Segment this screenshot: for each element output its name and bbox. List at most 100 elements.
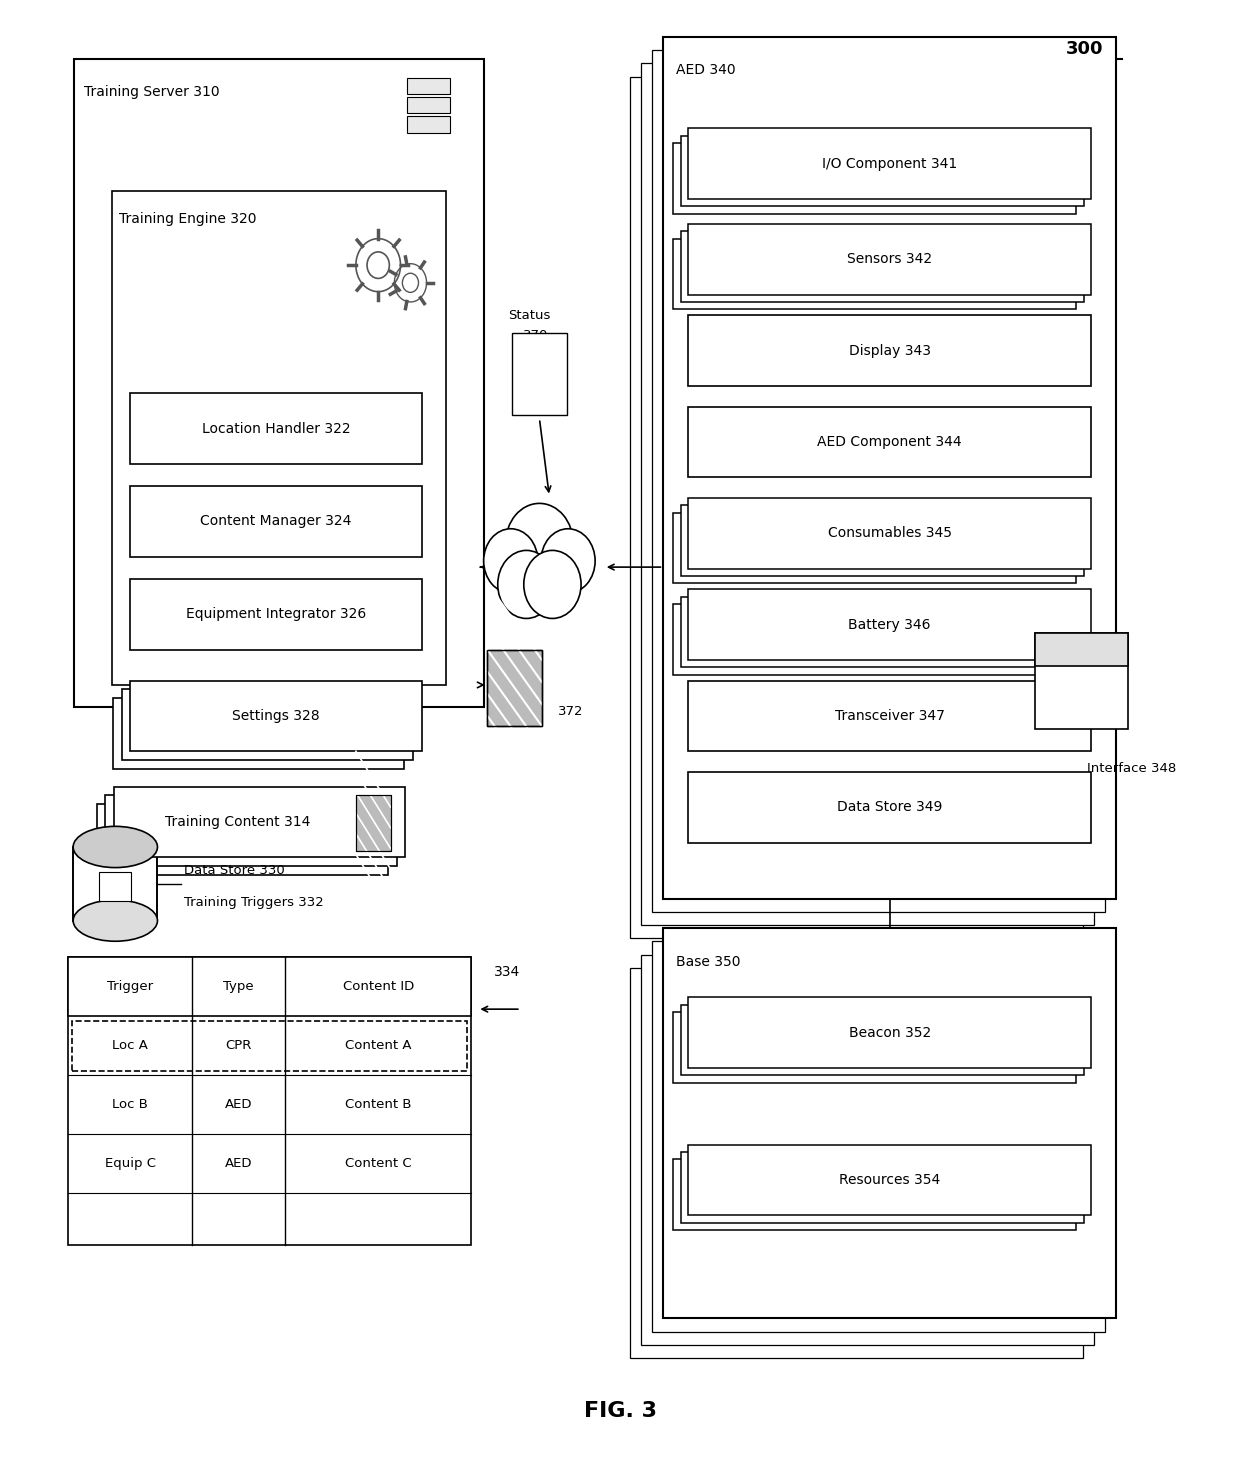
FancyBboxPatch shape [652,941,1105,1332]
FancyBboxPatch shape [630,968,1083,1358]
FancyBboxPatch shape [673,604,1076,675]
Text: Base 350: Base 350 [676,955,740,969]
Text: AED 340: AED 340 [676,63,735,78]
Circle shape [484,529,538,594]
FancyBboxPatch shape [688,407,1091,477]
FancyBboxPatch shape [74,59,484,707]
FancyBboxPatch shape [688,315,1091,386]
Text: 380: 380 [527,554,552,566]
FancyBboxPatch shape [681,597,1084,667]
Text: Content ID: Content ID [342,981,414,993]
Text: Status: Status [508,309,551,321]
FancyBboxPatch shape [641,955,1094,1345]
Text: Training Engine 320: Training Engine 320 [119,212,257,227]
Text: 372: 372 [558,706,584,717]
FancyBboxPatch shape [407,97,450,113]
Text: Interface 348: Interface 348 [1087,762,1176,775]
Text: Location Handler 322: Location Handler 322 [202,421,350,436]
FancyBboxPatch shape [68,957,471,1245]
FancyBboxPatch shape [681,505,1084,576]
Text: Training Triggers 332: Training Triggers 332 [184,897,324,909]
FancyBboxPatch shape [130,393,422,464]
FancyBboxPatch shape [112,191,446,685]
FancyBboxPatch shape [663,928,1116,1318]
FancyBboxPatch shape [641,63,1094,925]
Text: 334: 334 [494,965,520,980]
Text: AED Component 344: AED Component 344 [817,435,962,449]
FancyBboxPatch shape [663,37,1116,899]
Text: AED: AED [224,1158,253,1170]
FancyBboxPatch shape [681,1152,1084,1223]
Text: Transceiver 347: Transceiver 347 [835,709,945,723]
FancyBboxPatch shape [97,804,388,875]
Text: Loc B: Loc B [113,1099,148,1111]
FancyBboxPatch shape [681,136,1084,206]
Text: 300: 300 [1066,40,1104,57]
FancyBboxPatch shape [688,589,1091,660]
FancyBboxPatch shape [673,513,1076,583]
FancyBboxPatch shape [73,847,157,921]
Text: Equipment Integrator 326: Equipment Integrator 326 [186,607,366,622]
FancyBboxPatch shape [1035,633,1128,729]
Text: Content C: Content C [345,1158,412,1170]
Text: Loc A: Loc A [113,1040,148,1052]
Ellipse shape [73,826,157,868]
FancyBboxPatch shape [114,787,405,857]
Text: Content B: Content B [345,1099,412,1111]
Text: I/O Component 341: I/O Component 341 [822,156,957,171]
FancyBboxPatch shape [113,698,404,769]
Text: Data Store 349: Data Store 349 [837,800,942,815]
FancyBboxPatch shape [105,795,397,866]
Text: Content A: Content A [345,1040,412,1052]
Circle shape [541,529,595,594]
Circle shape [506,504,573,583]
FancyBboxPatch shape [1035,633,1128,666]
FancyBboxPatch shape [99,872,131,901]
FancyBboxPatch shape [487,650,542,726]
FancyBboxPatch shape [688,128,1091,199]
FancyBboxPatch shape [688,681,1091,751]
FancyBboxPatch shape [688,772,1091,843]
FancyBboxPatch shape [652,50,1105,912]
FancyBboxPatch shape [630,77,1083,938]
Text: Trigger: Trigger [107,981,154,993]
Text: CPR: CPR [226,1040,252,1052]
FancyBboxPatch shape [681,231,1084,302]
Text: Content Manager 324: Content Manager 324 [200,514,352,529]
FancyBboxPatch shape [407,78,450,94]
Text: Sensors 342: Sensors 342 [847,252,932,267]
FancyBboxPatch shape [512,333,567,415]
Text: Battery 346: Battery 346 [848,617,931,632]
Text: Training Server 310: Training Server 310 [84,85,219,100]
Text: Consumables 345: Consumables 345 [828,526,952,541]
Circle shape [402,274,419,292]
FancyBboxPatch shape [688,498,1091,569]
FancyBboxPatch shape [130,486,422,557]
Text: Resources 354: Resources 354 [839,1173,940,1187]
FancyBboxPatch shape [122,689,413,760]
FancyBboxPatch shape [356,795,391,851]
FancyBboxPatch shape [68,957,471,1016]
Text: Display 343: Display 343 [848,343,931,358]
Text: Settings 328: Settings 328 [232,709,320,723]
FancyBboxPatch shape [130,681,422,751]
FancyBboxPatch shape [673,1012,1076,1083]
Circle shape [367,252,389,278]
FancyBboxPatch shape [673,239,1076,309]
FancyBboxPatch shape [688,224,1091,295]
Text: 370: 370 [523,330,548,342]
Text: Equip C: Equip C [104,1158,156,1170]
Text: - x: - x [1100,645,1111,654]
Text: Data Store 330: Data Store 330 [184,865,284,876]
FancyBboxPatch shape [407,116,450,133]
FancyBboxPatch shape [688,997,1091,1068]
FancyBboxPatch shape [130,579,422,650]
FancyBboxPatch shape [688,1145,1091,1215]
FancyBboxPatch shape [673,1159,1076,1230]
Text: Training Content 314: Training Content 314 [165,815,310,829]
Text: FIG. 3: FIG. 3 [584,1401,656,1421]
Text: AED: AED [224,1099,253,1111]
FancyBboxPatch shape [681,1005,1084,1075]
Circle shape [523,551,582,619]
Ellipse shape [73,900,157,941]
